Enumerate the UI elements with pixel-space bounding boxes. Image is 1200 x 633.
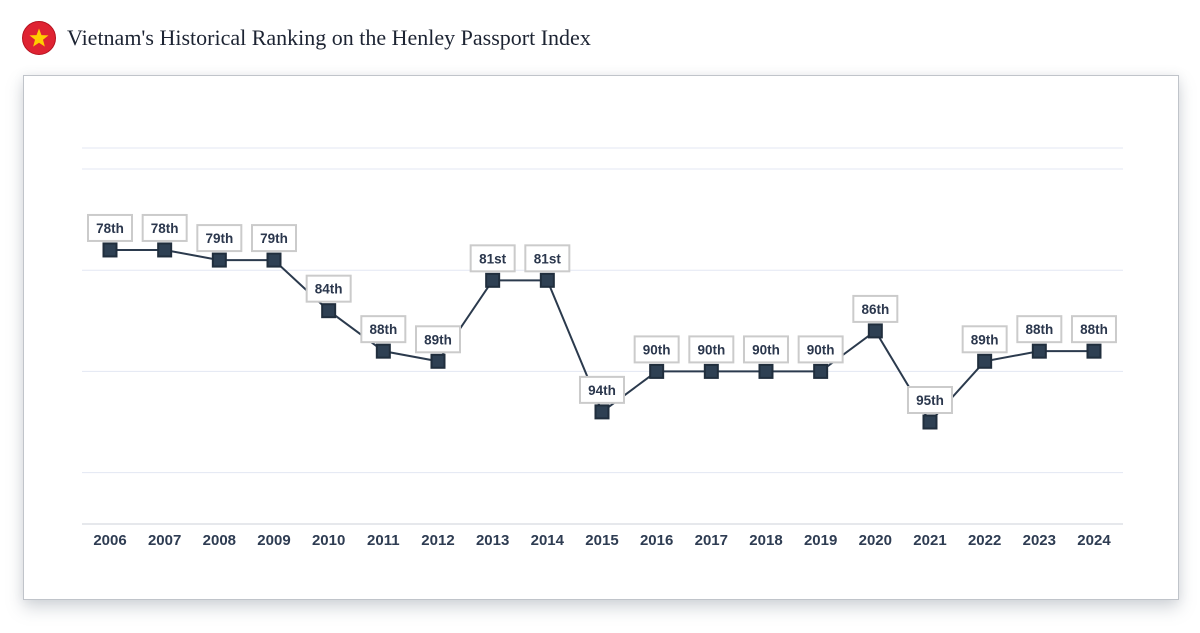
point-label-box-2022 — [961, 325, 1008, 354]
x-axis-label-2013: 2013 — [476, 532, 509, 549]
x-axis-label-2007: 2007 — [148, 532, 181, 549]
data-point-2010[interactable] — [321, 303, 337, 319]
data-point-2019[interactable] — [813, 363, 829, 379]
data-point-2024[interactable] — [1086, 343, 1102, 359]
ranking-line-chart: 78th 78th 79th 79th 84th 88th 89th 81st 81st 94th… — [82, 147, 1123, 549]
data-point-2017[interactable] — [703, 363, 719, 379]
x-axis-label-2023: 2023 — [1023, 532, 1056, 549]
point-label-box-2010 — [305, 274, 352, 303]
data-point-2021[interactable] — [922, 414, 938, 430]
point-label-box-2006 — [87, 213, 133, 242]
x-axis-label-2006: 2006 — [93, 532, 126, 549]
header: Vietnam's Historical Ranking on the Henl… — [22, 21, 591, 55]
data-point-2008[interactable] — [211, 252, 227, 268]
point-label-box-2015 — [578, 375, 625, 404]
x-axis-label-2008: 2008 — [203, 532, 236, 549]
point-label-2006: 78th — [96, 221, 124, 236]
x-axis-label-2017: 2017 — [695, 532, 728, 549]
point-label-2013: 81st — [479, 251, 507, 266]
point-label-2020: 86th — [861, 302, 889, 317]
point-label-2012: 89th — [424, 332, 452, 347]
chart-card: 78th 78th 79th 79th 84th 88th 89th 81st 81st 94th… — [23, 75, 1179, 600]
point-label-2023: 88th — [1025, 322, 1053, 337]
x-axis-label-2009: 2009 — [257, 532, 290, 549]
x-axis-label-2020: 2020 — [859, 532, 892, 549]
point-label-2007: 78th — [151, 221, 179, 236]
data-point-2020[interactable] — [867, 323, 883, 339]
x-axis-label-2015: 2015 — [585, 532, 618, 549]
point-label-2021: 95th — [916, 393, 944, 408]
data-point-2016[interactable] — [649, 363, 665, 379]
x-axis-label-2010: 2010 — [312, 532, 345, 549]
x-axis-label-2022: 2022 — [968, 532, 1001, 549]
point-label-box-2020 — [852, 294, 899, 323]
data-point-2012[interactable] — [430, 353, 446, 369]
x-axis-label-2019: 2019 — [804, 532, 837, 549]
data-point-2015[interactable] — [594, 404, 610, 420]
data-point-2007[interactable] — [157, 242, 173, 258]
point-label-box-2021 — [906, 386, 953, 414]
point-label-box-2009 — [250, 224, 297, 253]
data-point-2013[interactable] — [485, 272, 501, 288]
x-axis-label-2012: 2012 — [421, 532, 454, 549]
point-label-2019: 90th — [807, 342, 835, 357]
data-point-2009[interactable] — [266, 252, 282, 268]
point-label-2009: 79th — [260, 231, 288, 246]
point-label-box-2018 — [742, 335, 789, 364]
page-title: Vietnam's Historical Ranking on the Henl… — [67, 25, 591, 50]
x-axis-label-2016: 2016 — [640, 532, 673, 549]
point-label-2014: 81st — [534, 251, 562, 266]
point-label-2008: 79th — [205, 231, 233, 246]
x-axis-label-2018: 2018 — [749, 532, 782, 549]
point-label-box-2019 — [797, 335, 844, 364]
data-point-2006[interactable] — [102, 242, 118, 258]
x-axis-label-2021: 2021 — [913, 532, 946, 549]
x-axis-label-2024: 2024 — [1077, 532, 1111, 549]
point-label-box-2007 — [141, 213, 188, 242]
point-label-box-2024 — [1070, 315, 1117, 344]
x-axis-label-2014: 2014 — [531, 532, 565, 549]
point-label-box-2016 — [633, 335, 680, 364]
point-label-2017: 90th — [697, 342, 725, 357]
data-point-2011[interactable] — [375, 343, 391, 359]
point-label-box-2008 — [196, 224, 243, 253]
data-point-2023[interactable] — [1031, 343, 1047, 359]
point-label-2011: 88th — [369, 322, 397, 337]
point-label-2022: 89th — [971, 332, 999, 347]
point-label-2015: 94th — [588, 383, 616, 398]
data-point-2014[interactable] — [539, 272, 555, 288]
point-label-box-2011 — [360, 315, 407, 344]
point-label-2016: 90th — [643, 342, 671, 357]
point-label-box-2012 — [414, 325, 461, 354]
x-axis-label-2011: 2011 — [367, 532, 400, 549]
data-point-2018[interactable] — [758, 363, 774, 379]
vietnam-flag-icon — [22, 21, 56, 55]
point-label-box-2014 — [524, 244, 571, 273]
point-label-box-2013 — [469, 244, 516, 273]
point-label-2010: 84th — [315, 282, 343, 297]
data-point-2022[interactable] — [977, 353, 993, 369]
point-label-2024: 88th — [1080, 322, 1108, 337]
point-label-2018: 90th — [752, 342, 780, 357]
point-label-box-2017 — [688, 335, 735, 364]
point-label-box-2023 — [1016, 315, 1063, 344]
